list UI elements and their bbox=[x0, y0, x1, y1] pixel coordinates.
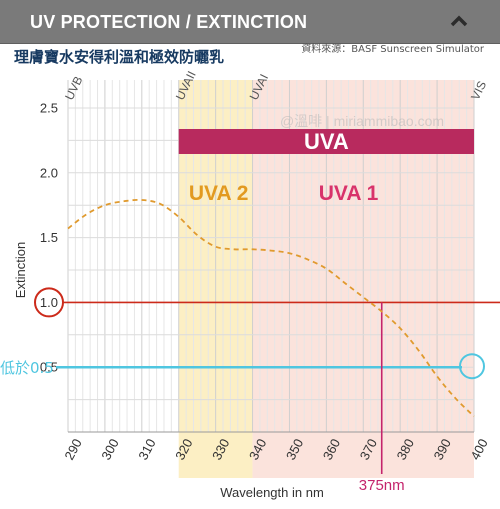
uva-band-label: UVA bbox=[304, 129, 349, 154]
panel-title: UV PROTECTION / EXTINCTION bbox=[30, 12, 308, 32]
top-label-uvb: UVB bbox=[62, 74, 85, 102]
chevron-up-icon bbox=[450, 15, 468, 27]
y-axis-title: Extinction bbox=[13, 242, 28, 298]
watermark: @溫啡 | miriammibao.com bbox=[280, 113, 444, 129]
y-tick-label: 1.5 bbox=[40, 230, 58, 245]
product-name: 理膚寶水安得利溫和極效防曬乳 bbox=[14, 48, 225, 66]
y-tick-label: 1.0 bbox=[40, 295, 58, 310]
collapse-button[interactable] bbox=[444, 8, 474, 34]
uva-band-bar bbox=[178, 129, 474, 154]
reference-label-375nm: 375nm bbox=[359, 477, 405, 494]
x-axis-title: Wavelength in nm bbox=[220, 485, 324, 500]
x-tick-label: 300 bbox=[98, 436, 121, 462]
y-tick-label: 2.0 bbox=[40, 165, 58, 180]
extinction-series-line bbox=[67, 199, 475, 418]
data-source: 資料來源：BASF Sunscreen Simulator bbox=[301, 44, 484, 55]
reference-label-0-5: 低於0.5 bbox=[0, 359, 54, 377]
uva1-label: UVA 1 bbox=[319, 182, 379, 205]
reference-circle-0-5 bbox=[459, 353, 485, 380]
uva2-label: UVA 2 bbox=[189, 182, 249, 205]
x-tick-label: 290 bbox=[61, 436, 84, 462]
panel-header: UV PROTECTION / EXTINCTION bbox=[0, 0, 500, 44]
y-tick-label: 2.5 bbox=[40, 101, 58, 116]
reference-circle-1 bbox=[34, 287, 64, 318]
x-tick-label: 310 bbox=[135, 436, 158, 462]
y-tick-label: 0.5 bbox=[40, 360, 58, 375]
